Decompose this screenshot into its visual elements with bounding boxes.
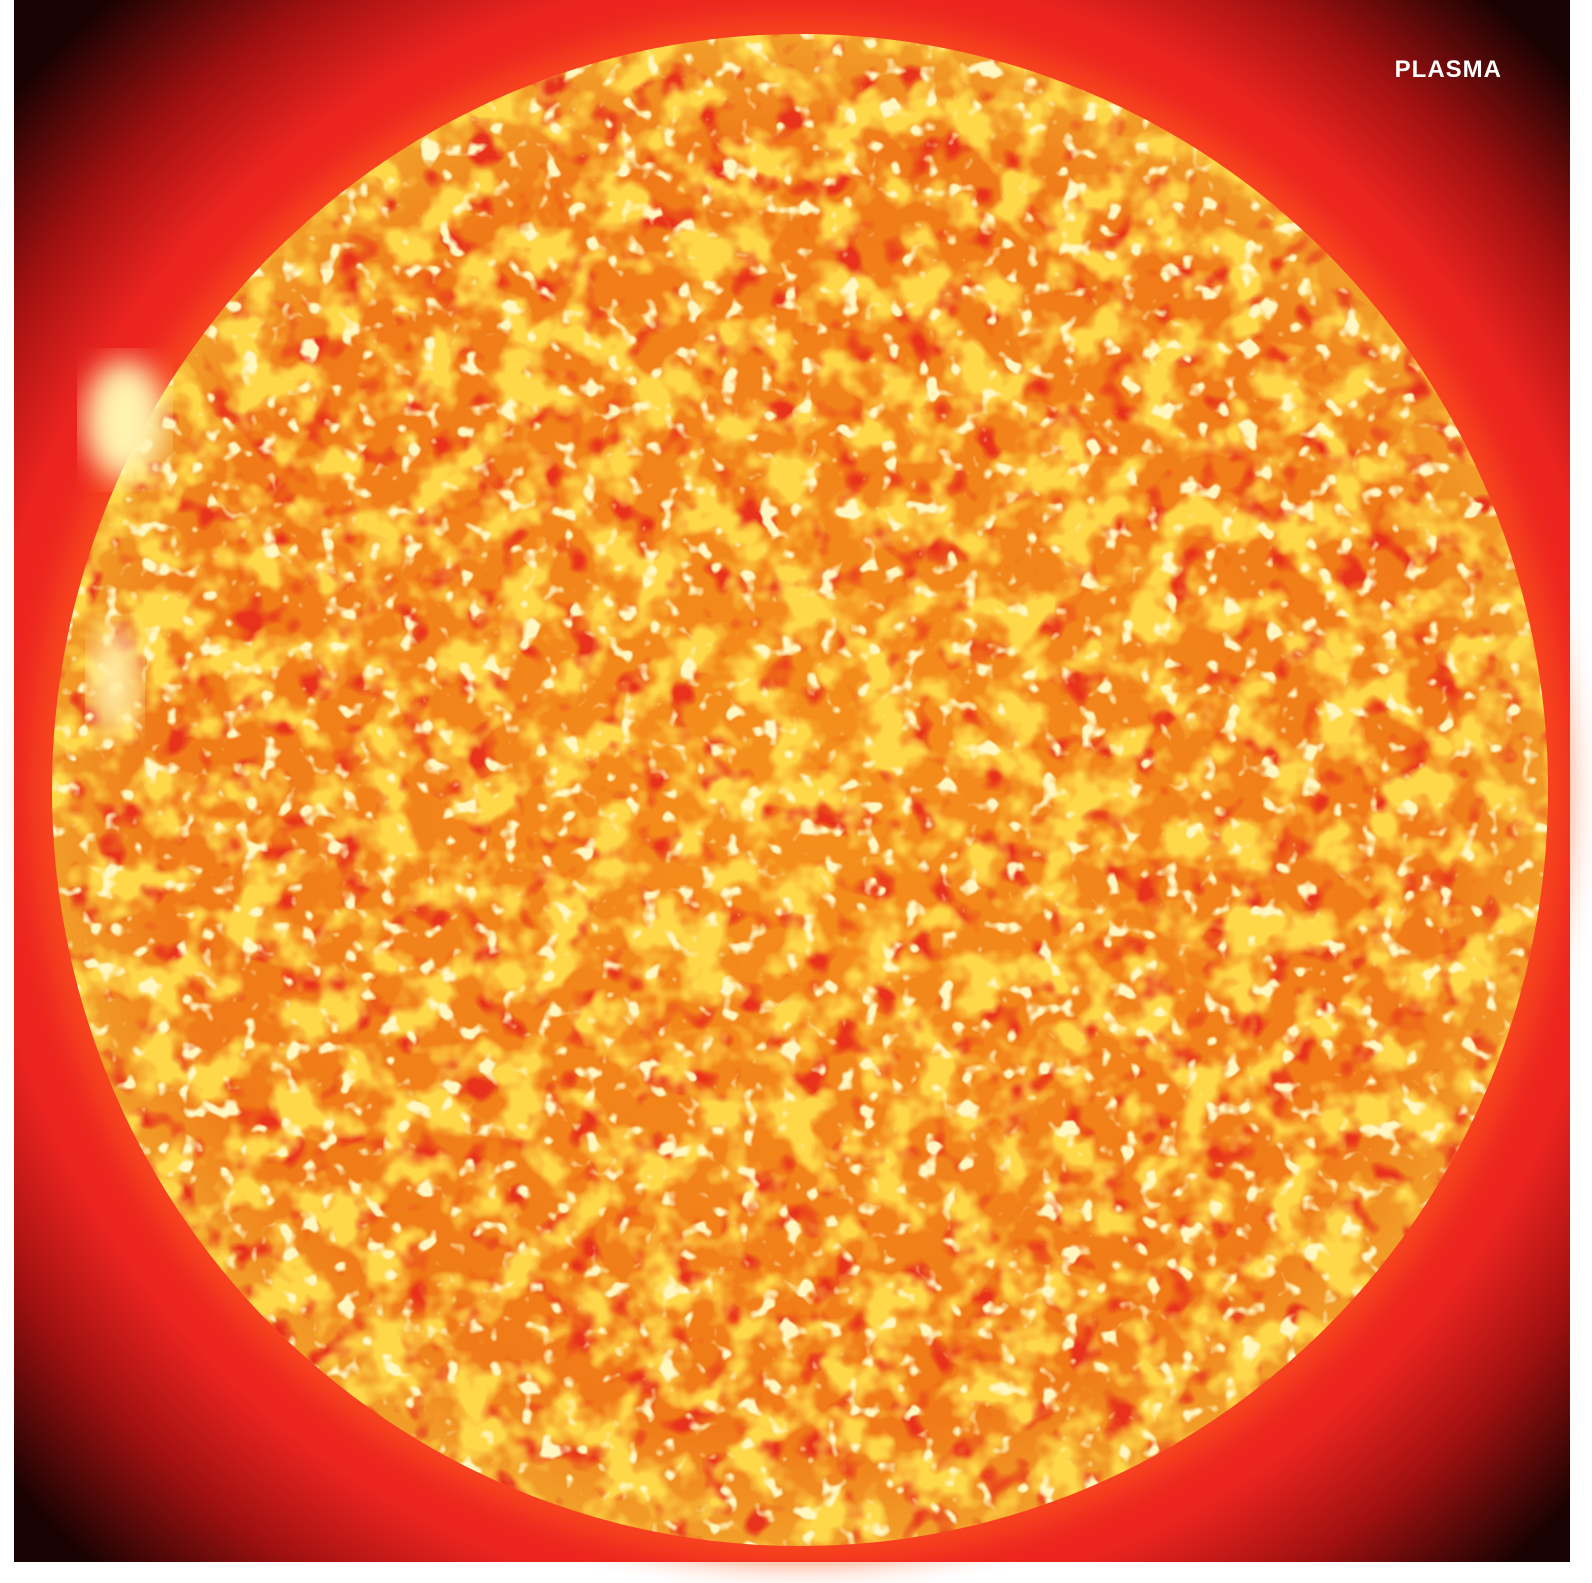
sun-bright-spots xyxy=(52,34,1548,1546)
label: PLASMA xyxy=(1395,56,1502,83)
flare xyxy=(90,625,140,735)
flare xyxy=(85,360,165,480)
